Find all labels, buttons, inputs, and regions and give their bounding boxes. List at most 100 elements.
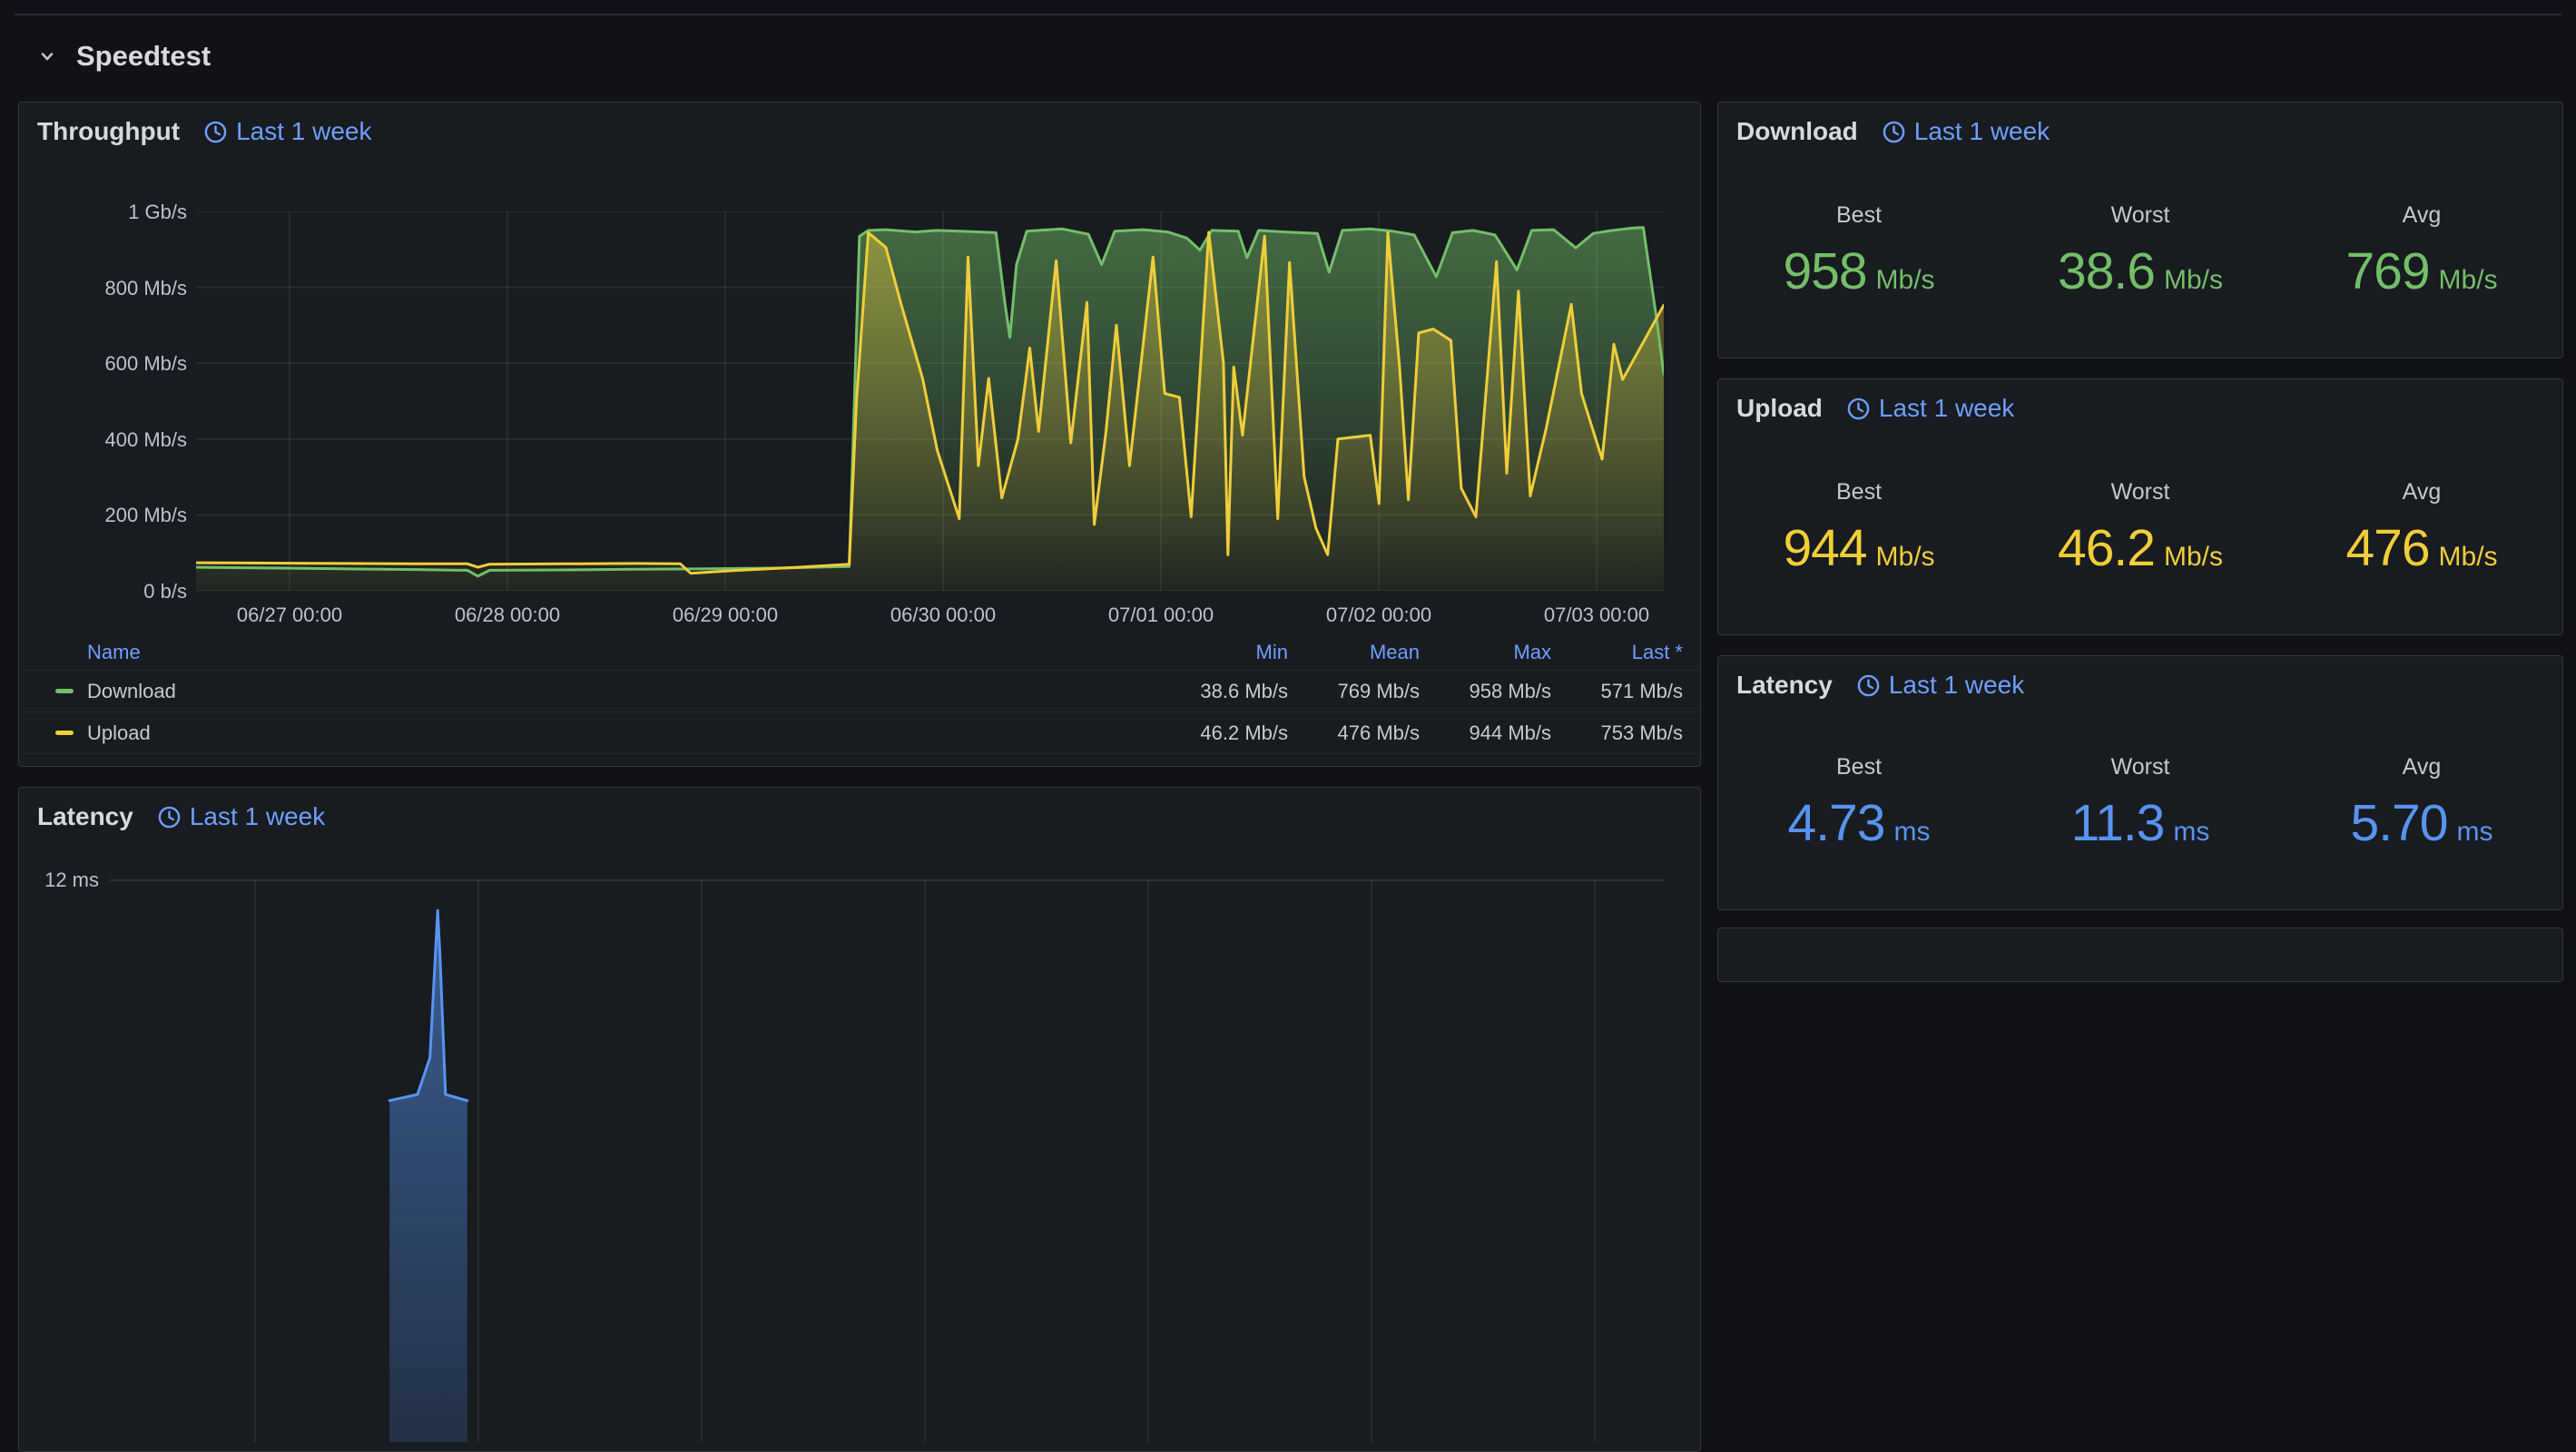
y-tick: 200 Mb/s bbox=[104, 504, 188, 527]
legend-col-name[interactable]: Name bbox=[87, 640, 141, 663]
x-tick: 07/03 00:00 bbox=[1543, 603, 1650, 626]
stat-unit: Mb/s bbox=[2163, 265, 2223, 295]
time-range-link[interactable]: Last 1 week bbox=[1856, 671, 2024, 700]
stat-best: Best 944 Mb/s bbox=[1783, 479, 1935, 577]
time-range-link[interactable]: Last 1 week bbox=[203, 117, 371, 146]
clock-icon bbox=[1847, 397, 1870, 419]
panel-partial bbox=[1717, 927, 2563, 982]
time-range-link[interactable]: Last 1 week bbox=[157, 802, 325, 831]
legend-max: 944 Mb/s bbox=[1469, 721, 1552, 744]
time-range-label[interactable]: Last 1 week bbox=[1913, 117, 2050, 145]
y-tick: 800 Mb/s bbox=[104, 276, 188, 299]
x-tick: 06/30 00:00 bbox=[890, 603, 997, 626]
stat-value: 5.70 bbox=[2350, 794, 2449, 852]
legend-row-upload: Upload 46.2 Mb/s 476 Mb/s 944 Mb/s 753 M… bbox=[19, 711, 1700, 753]
stat-value: 46.2 bbox=[2058, 519, 2156, 577]
stat-value: 944 bbox=[1783, 519, 1867, 577]
chevron-down-icon[interactable] bbox=[34, 44, 60, 69]
panel-title[interactable]: Latency bbox=[1736, 671, 1833, 699]
panel-title[interactable]: Latency bbox=[37, 802, 133, 830]
panel-title[interactable]: Upload bbox=[1736, 394, 1823, 422]
stat-worst: Worst 38.6 Mb/s bbox=[2058, 202, 2223, 300]
panel-title[interactable]: Download bbox=[1736, 117, 1858, 145]
legend-series-name[interactable]: Download bbox=[87, 679, 176, 702]
stat-worst: Worst 11.3 ms bbox=[2070, 754, 2210, 852]
stat-unit: Mb/s bbox=[1875, 542, 1935, 572]
time-range-label[interactable]: Last 1 week bbox=[1888, 671, 2025, 699]
download-series-swatch bbox=[55, 689, 74, 693]
x-tick: 07/01 00:00 bbox=[1107, 603, 1214, 626]
legend-row-download: Download 38.6 Mb/s 769 Mb/s 958 Mb/s 571… bbox=[19, 670, 1700, 711]
stat-best: Best 4.73 ms bbox=[1787, 754, 1931, 852]
stat-unit: ms bbox=[2173, 817, 2210, 847]
legend-max: 958 Mb/s bbox=[1469, 679, 1552, 702]
panel-latency-stat: Latency Last 1 week Best 4.73 ms Worst 1… bbox=[1717, 655, 2563, 910]
time-range-label[interactable]: Last 1 week bbox=[1878, 394, 2015, 422]
latency-chart[interactable] bbox=[110, 879, 1664, 1442]
clock-icon bbox=[1857, 674, 1880, 696]
legend-table: Name Min Mean Max Last * Download 38.6 M… bbox=[19, 634, 1700, 754]
legend-col-min[interactable]: Min bbox=[1255, 640, 1288, 663]
y-tick: 12 ms bbox=[44, 868, 99, 891]
legend-min: 38.6 Mb/s bbox=[1200, 679, 1288, 702]
stat-best: Best 958 Mb/s bbox=[1783, 202, 1935, 300]
stat-avg: Avg 476 Mb/s bbox=[2345, 479, 2498, 577]
stat-value: 958 bbox=[1783, 242, 1867, 300]
legend-min: 46.2 Mb/s bbox=[1200, 721, 1288, 744]
stat-unit: Mb/s bbox=[2438, 265, 2498, 295]
x-tick: 07/02 00:00 bbox=[1325, 603, 1432, 626]
legend-col-mean[interactable]: Mean bbox=[1369, 640, 1420, 663]
time-range-link[interactable]: Last 1 week bbox=[1882, 117, 2050, 146]
legend-last: 571 Mb/s bbox=[1600, 679, 1684, 702]
x-tick: 06/28 00:00 bbox=[454, 603, 561, 626]
upload-series-swatch bbox=[55, 731, 74, 735]
panel-throughput: Throughput Last 1 week 1 Gb/s 800 Mb/s 6… bbox=[18, 102, 1701, 767]
stat-avg: Avg 769 Mb/s bbox=[2345, 202, 2498, 300]
upload-stats: Best 944 Mb/s Worst 46.2 Mb/s Avg 476 Mb… bbox=[1718, 479, 2562, 578]
time-range-label[interactable]: Last 1 week bbox=[189, 802, 326, 830]
stat-unit: Mb/s bbox=[2438, 542, 2498, 572]
throughput-chart[interactable] bbox=[196, 211, 1664, 591]
legend-mean: 769 Mb/s bbox=[1337, 679, 1421, 702]
time-range-link[interactable]: Last 1 week bbox=[1846, 394, 2014, 423]
time-range-label[interactable]: Last 1 week bbox=[236, 117, 372, 145]
y-tick: 0 b/s bbox=[143, 580, 187, 603]
clock-icon bbox=[158, 806, 181, 828]
legend-last: 753 Mb/s bbox=[1600, 721, 1684, 744]
legend-col-last[interactable]: Last * bbox=[1631, 640, 1683, 663]
top-divider bbox=[15, 14, 2561, 15]
legend-header: Name Min Mean Max Last * bbox=[19, 634, 1700, 670]
legend-mean: 476 Mb/s bbox=[1337, 721, 1421, 744]
grafana-dashboard: { "colors": { "download": "#73BF69", "up… bbox=[15, 14, 2563, 1452]
x-tick: 06/27 00:00 bbox=[236, 603, 343, 626]
stat-value: 38.6 bbox=[2058, 242, 2156, 300]
stat-value: 4.73 bbox=[1787, 794, 1886, 852]
stat-value: 769 bbox=[2345, 242, 2430, 300]
panel-latency-graph: Latency Last 1 week 12 ms bbox=[18, 787, 1701, 1452]
panel-title[interactable]: Throughput bbox=[37, 117, 181, 145]
stat-unit: Mb/s bbox=[2163, 542, 2223, 572]
stat-unit: ms bbox=[2456, 817, 2493, 847]
x-tick: 06/29 00:00 bbox=[672, 603, 779, 626]
clock-icon bbox=[204, 121, 227, 142]
stat-unit: Mb/s bbox=[1875, 265, 1935, 295]
panel-upload: Upload Last 1 week Best 944 Mb/s Worst 4… bbox=[1717, 378, 2563, 635]
legend-series-name[interactable]: Upload bbox=[87, 721, 151, 744]
download-stats: Best 958 Mb/s Worst 38.6 Mb/s Avg 769 Mb… bbox=[1718, 202, 2562, 301]
stat-unit: ms bbox=[1893, 817, 1931, 847]
legend-col-max[interactable]: Max bbox=[1513, 640, 1551, 663]
panel-download: Download Last 1 week Best 958 Mb/s Worst… bbox=[1717, 102, 2563, 358]
stat-value: 476 bbox=[2345, 519, 2430, 577]
latency-stats: Best 4.73 ms Worst 11.3 ms Avg 5.70 ms bbox=[1718, 754, 2562, 853]
row-speedtest[interactable]: Speedtest bbox=[34, 40, 211, 73]
stat-worst: Worst 46.2 Mb/s bbox=[2058, 479, 2223, 577]
legend-bottom-border bbox=[19, 753, 1700, 754]
stat-value: 11.3 bbox=[2070, 794, 2166, 852]
y-tick: 400 Mb/s bbox=[104, 427, 188, 451]
panel-throughput-header: Throughput Last 1 week bbox=[37, 117, 371, 146]
y-tick: 600 Mb/s bbox=[104, 352, 188, 376]
y-tick: 1 Gb/s bbox=[128, 201, 187, 223]
stat-avg: Avg 5.70 ms bbox=[2350, 754, 2493, 852]
clock-icon bbox=[1883, 121, 1905, 142]
row-title[interactable]: Speedtest bbox=[76, 40, 211, 72]
